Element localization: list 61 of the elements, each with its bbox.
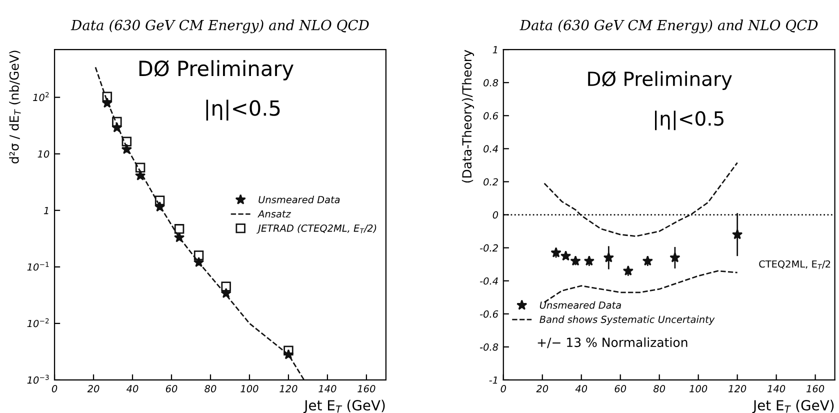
x-axis-title: Jet E$_{T}$ (GeV) (752, 400, 834, 413)
x-tick-label: 120 (728, 384, 746, 392)
legend-label: JETRAD (CTEQ2ML, E$_{T}$/2) (256, 224, 376, 234)
x-tick-label: 160 (806, 384, 824, 392)
point (284, 346, 294, 356)
x-tick-label: 140 (318, 384, 336, 392)
y-tick-label: 0.6 (484, 112, 498, 120)
y-tick-label: 10$^{−1}$ (27, 262, 49, 271)
x-tick-label: 80 (204, 384, 216, 392)
x-tick-label: 0 (500, 384, 506, 392)
y-tick-label: 0.8 (484, 79, 498, 86)
y-tick-label: 10$^{−2}$ (27, 318, 49, 328)
y-axis-title: d²σ / dE$_{T}$ (nb/GeV) (9, 50, 21, 164)
point (122, 136, 132, 146)
chart-title: Data (630 GeV CM Energy) and NLO QCD (70, 20, 369, 34)
x-tick-label: 40 (126, 384, 138, 392)
x-tick-label: 160 (358, 384, 376, 392)
y-tick-label: -1 (489, 376, 498, 384)
y-tick-label: -0.8 (480, 343, 498, 351)
x-tick-label: 120 (280, 384, 298, 392)
point (112, 116, 122, 127)
point (194, 250, 204, 260)
x-tick-label: 100 (690, 384, 708, 392)
point (154, 196, 165, 206)
annotation: CTEQ2ML, E$_{T}$/2 (759, 260, 830, 270)
y-tick-label: 0.2 (484, 178, 498, 186)
y-tick-label: 0 (492, 211, 498, 219)
chart-title: Data (630 GeV CM Energy) and NLO QCD (520, 20, 818, 34)
y-axis-title: (Data-Theory)/Theory (462, 50, 474, 183)
y-tick-label: 10$^{−3}$ (27, 374, 49, 384)
point (102, 92, 112, 102)
x-tick-label: 60 (614, 384, 626, 392)
x-tick-label: 100 (240, 384, 258, 392)
y-tick-label: 10$^{2}$ (33, 92, 49, 102)
y-tick-label: 0.4 (484, 145, 498, 153)
annotation: DØ Preliminary (588, 71, 732, 90)
y-tick-label: 10 (38, 150, 50, 158)
annotation: DØ Preliminary (139, 60, 294, 80)
annotation: +/− 13 % Normalization (538, 337, 688, 348)
legend-label: Unsmeared Data (540, 301, 621, 309)
y-tick-label: -0.6 (480, 310, 498, 318)
x-tick-label: 20 (87, 384, 100, 392)
y-tick-label: -0.4 (480, 277, 498, 285)
point (174, 224, 184, 234)
x-tick-label: 60 (166, 384, 178, 392)
annotation: |η|<0.5 (206, 100, 280, 121)
legend-label: Ansatz (258, 210, 292, 218)
x-axis-title: Jet E$_{T}$ (GeV) (303, 400, 385, 413)
x-tick-label: 140 (768, 384, 786, 392)
legend-label: Band shows Systematic Uncertainty (540, 316, 715, 325)
y-tick-label: 1 (492, 46, 498, 54)
x-tick-label: 20 (536, 384, 548, 392)
y-tick-label: 1 (44, 206, 48, 214)
y-tick-label: -0.2 (480, 244, 498, 252)
x-tick-label: 80 (653, 384, 666, 392)
annotation: |η|<0.5 (655, 110, 724, 130)
x-tick-label: 40 (575, 384, 588, 392)
point (135, 162, 146, 173)
legend-label: Unsmeared Data (258, 196, 340, 204)
point (221, 282, 231, 292)
x-tick-label: 0 (52, 384, 58, 392)
